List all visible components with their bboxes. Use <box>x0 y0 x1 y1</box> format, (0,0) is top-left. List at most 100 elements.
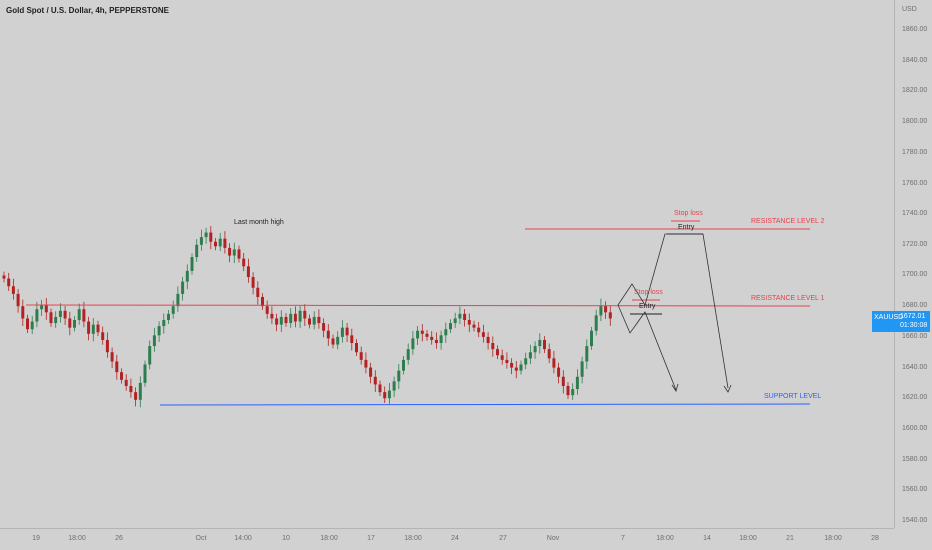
candle-body <box>289 313 293 324</box>
candle-body <box>171 306 175 314</box>
candle-body <box>590 330 593 347</box>
candle-body <box>524 358 528 365</box>
candle-body <box>439 335 443 344</box>
arrowhead-right <box>723 384 732 393</box>
candles-group <box>2 225 612 408</box>
candle-body <box>54 316 58 324</box>
price-tick: 1660.00 <box>902 333 928 340</box>
resistance-level-1-label[interactable]: RESISTANCE LEVEL 1 <box>751 295 825 302</box>
candle-body <box>82 309 86 322</box>
candle-body <box>214 241 217 247</box>
price-axis[interactable]: USD 1860.00 1840.00 1820.00 1800.00 1780… <box>872 0 932 528</box>
stop-loss-lower-label[interactable]: Stop loss <box>634 289 663 296</box>
support-level-label[interactable]: SUPPORT LEVEL <box>764 393 822 400</box>
candle-body <box>176 293 180 307</box>
stop-loss-upper-label[interactable]: Stop loss <box>674 210 703 217</box>
candle-body <box>392 381 396 391</box>
candle-body <box>486 336 490 344</box>
candle-body <box>345 327 349 336</box>
time-tick: 18:00 <box>68 535 86 542</box>
last-month-high-label[interactable]: Last month high <box>234 219 284 226</box>
current-price-badge[interactable]: XAUUSD 1672.01 01:30:08 <box>872 311 930 332</box>
resistance-level-1-line[interactable] <box>25 304 811 307</box>
resistance-level-2-label[interactable]: RESISTANCE LEVEL 2 <box>751 218 825 225</box>
candle-body <box>246 266 250 278</box>
candle-body <box>496 349 499 356</box>
candle-body <box>369 367 373 377</box>
candle-body <box>557 367 561 377</box>
symbol-label: XAUUSD <box>874 314 904 321</box>
price-tick: 1560.00 <box>902 486 928 493</box>
time-tick: 7 <box>621 535 625 542</box>
candle-body <box>279 316 283 325</box>
price-tick: 1800.00 <box>902 118 928 125</box>
candle-body <box>463 313 467 320</box>
entry-upper-label[interactable]: Entry <box>678 224 695 231</box>
candle-body <box>317 316 321 324</box>
candle-body <box>261 296 264 307</box>
candle-body <box>543 339 546 350</box>
time-tick: 24 <box>451 535 459 542</box>
candle-body <box>481 332 485 337</box>
candle-body <box>416 330 420 339</box>
candle-body <box>420 330 424 334</box>
candle-body <box>326 330 330 339</box>
price-tick: 1680.00 <box>902 302 928 309</box>
candle-body <box>63 310 67 319</box>
price-chart[interactable] <box>0 0 894 528</box>
price-tick: 1840.00 <box>902 57 928 64</box>
candle-body <box>232 249 236 256</box>
projection-path[interactable] <box>617 233 729 389</box>
candle-body <box>138 382 142 400</box>
candle-body <box>204 232 208 238</box>
candle-body <box>49 312 53 324</box>
entry-lower-label[interactable]: Entry <box>639 303 656 310</box>
time-tick: 10 <box>282 535 290 542</box>
candle-body <box>340 327 344 337</box>
candle-body <box>411 338 415 350</box>
candle-body <box>110 352 114 362</box>
support-level-line[interactable] <box>159 403 811 406</box>
candle-body <box>575 376 579 390</box>
candle-body <box>7 278 11 287</box>
candle-body <box>472 324 476 328</box>
candle-body <box>134 392 138 400</box>
candle-body <box>397 370 401 382</box>
candle-body <box>444 329 448 336</box>
time-tick: 21 <box>786 535 794 542</box>
candle-body <box>40 304 44 310</box>
candle-body <box>378 384 382 393</box>
candle-body <box>251 277 255 288</box>
chart-area[interactable]: Gold Spot / U.S. Dollar, 4h, PEPPERSTONE… <box>0 0 894 528</box>
candle-body <box>336 336 340 345</box>
candle-body <box>458 313 462 319</box>
price-tick: 1580.00 <box>902 456 928 463</box>
candle-body <box>87 321 91 334</box>
time-tick: 18:00 <box>320 535 338 542</box>
candle-body <box>218 238 222 247</box>
candle-body <box>322 323 326 331</box>
candle-body <box>242 258 246 267</box>
candle-body <box>162 319 166 327</box>
candle-body <box>528 352 532 359</box>
candle-body <box>308 318 311 325</box>
bar-countdown: 01:30:08 <box>900 322 928 329</box>
candle-body <box>16 293 20 307</box>
candle-body <box>477 327 481 333</box>
candle-body <box>21 306 25 319</box>
candle-body <box>167 313 170 320</box>
symbol-title[interactable]: Gold Spot / U.S. Dollar, 4h, PEPPERSTONE <box>6 6 169 15</box>
projection-path-short[interactable] <box>617 304 677 391</box>
time-tick: 18:00 <box>739 535 757 542</box>
candle-body <box>152 335 156 347</box>
candle-body <box>35 309 39 322</box>
candle-body <box>383 392 387 399</box>
price-tick: 1600.00 <box>902 425 928 432</box>
candle-body <box>599 306 603 316</box>
time-tick: 26 <box>115 535 123 542</box>
arrowhead-left <box>671 383 679 392</box>
candle-body <box>571 389 575 396</box>
candle-body <box>364 359 368 368</box>
candle-body <box>223 238 227 248</box>
time-axis[interactable]: 19 18:00 26 Oct 14:00 10 18:00 17 18:00 … <box>0 528 894 550</box>
